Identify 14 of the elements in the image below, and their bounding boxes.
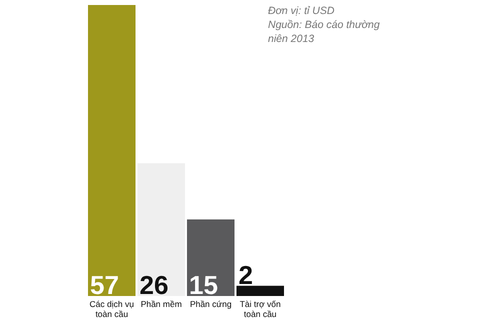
annotation: Đơn vị: tỉ USD	[268, 5, 335, 17]
x-tick-label: Phần mềm	[140, 299, 182, 309]
x-tick-label: Tài trợ vốn toàn cầu	[240, 299, 282, 319]
bar	[186, 219, 235, 296]
data-label: 26	[139, 270, 168, 300]
data-label: 2	[238, 260, 253, 290]
bar	[137, 163, 186, 296]
data-label: 57	[90, 270, 119, 300]
annotation: Nguồn: Báo cáo thường niên 2013	[268, 19, 380, 45]
x-tick-label: Phần cứng	[190, 299, 232, 309]
data-label: 15	[188, 270, 218, 300]
bar	[88, 5, 136, 296]
bar	[236, 286, 284, 296]
x-tick-label: Các dịch vụ toàn cầu	[90, 299, 134, 319]
